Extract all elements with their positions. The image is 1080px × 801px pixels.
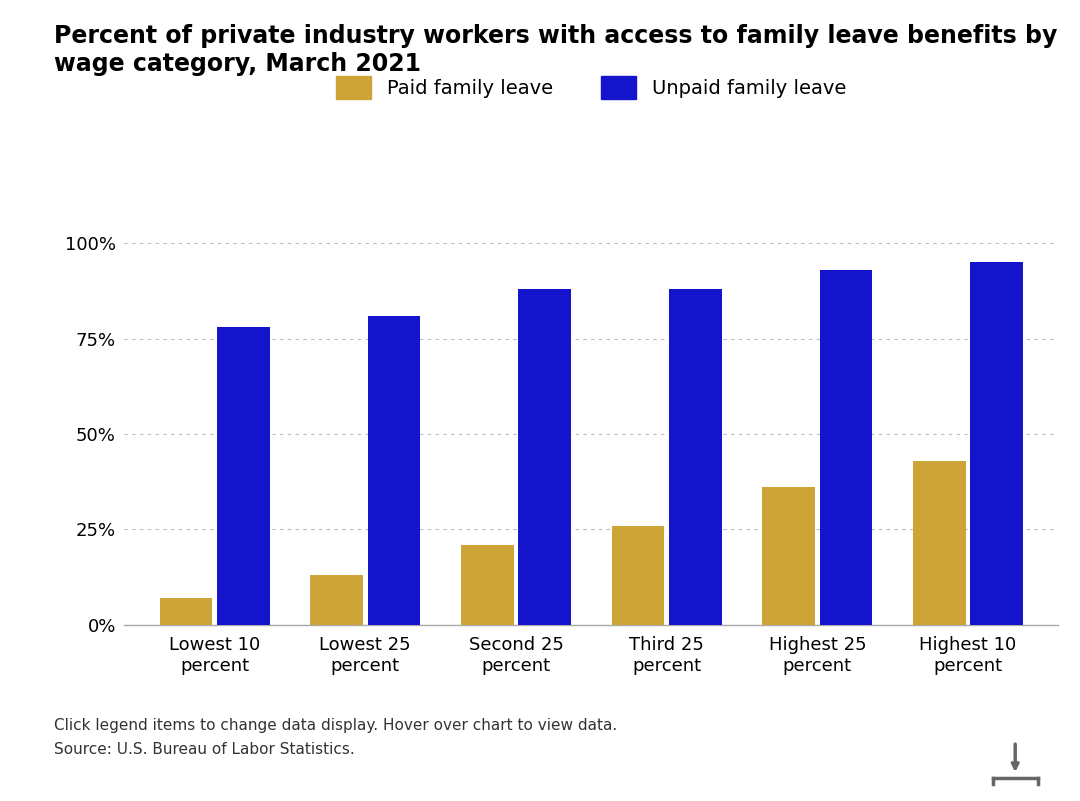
Bar [518,289,571,625]
Bar [669,289,721,625]
Bar [913,461,966,625]
Bar [820,270,873,625]
Bar [310,575,363,625]
Bar [762,488,815,625]
Bar [367,316,420,625]
Bar [160,598,213,625]
Legend: Paid family leave, Unpaid family leave: Paid family leave, Unpaid family leave [326,66,856,109]
Text: Source: U.S. Bureau of Labor Statistics.: Source: U.S. Bureau of Labor Statistics. [54,742,354,757]
Bar [970,263,1023,625]
Text: Percent of private industry workers with access to family leave benefits by
wage: Percent of private industry workers with… [54,24,1057,76]
Bar [217,328,270,625]
Bar [461,545,514,625]
Text: Click legend items to change data display. Hover over chart to view data.: Click legend items to change data displa… [54,718,618,733]
Bar [611,525,664,625]
